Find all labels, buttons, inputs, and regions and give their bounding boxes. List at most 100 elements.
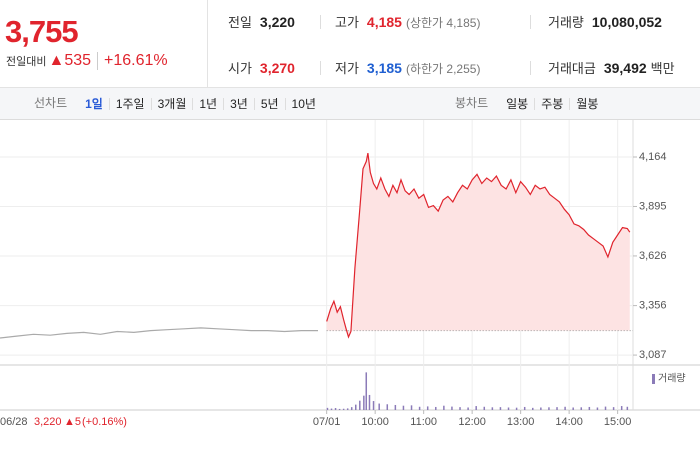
volume-bar xyxy=(372,401,375,410)
price-line xyxy=(0,327,318,339)
stat: 거래량 10,080,052 xyxy=(548,12,662,32)
volume-bar xyxy=(443,405,445,410)
stat: 시가 3,270 xyxy=(228,58,295,78)
x-tick-label: 12:00 xyxy=(458,416,486,428)
volume-bar xyxy=(365,372,368,410)
chart: 4,164 3,895 3,626 3,356 3,087 07/01 10:00 11:00… xyxy=(0,120,700,428)
volume-bar xyxy=(548,407,550,410)
stat-label: 시가 xyxy=(228,61,252,76)
volume-bar xyxy=(418,406,421,410)
price-box: 3,755 전일대비 ▲535 +16.61% xyxy=(0,0,208,88)
tab[interactable]: 월봉 xyxy=(569,97,604,110)
volume-bar xyxy=(540,407,542,410)
change-value: ▲535 xyxy=(48,52,92,69)
divider xyxy=(530,15,531,29)
prior-day-close: 3,220 xyxy=(34,416,62,428)
volume-bar xyxy=(402,405,405,410)
stat-label: 거래대금 xyxy=(548,61,596,76)
prior-day-date: 06/28 xyxy=(0,416,28,428)
tab[interactable]: 3개월 xyxy=(150,97,193,110)
legend-swatch xyxy=(652,374,655,384)
tab[interactable]: 주봉 xyxy=(534,97,569,110)
legend-label: 거래량 xyxy=(658,373,686,385)
volume-bar xyxy=(346,408,349,410)
y-tick-label: 3,895 xyxy=(639,200,667,212)
tab[interactable]: 5년 xyxy=(253,97,285,110)
stat: 고가 4,185 (상한가 4,185) xyxy=(335,12,480,32)
stat-value: 4,185 xyxy=(366,14,402,30)
volume-bar xyxy=(326,407,329,410)
volume-bar xyxy=(467,407,469,410)
change-rate: +16.61% xyxy=(97,52,168,70)
prior-day-change: ▲5 xyxy=(64,416,81,428)
volume-bar xyxy=(350,407,353,410)
line-tabs: 선차트 1일 1주일 3개월 1년 3년 5년 10년 xyxy=(34,88,322,119)
tab-bar: 선차트 1일 1주일 3개월 1년 3년 5년 10년 봉차트 일봉 주봉 월봉 xyxy=(0,88,700,120)
volume-bar xyxy=(386,404,389,410)
volume-bar xyxy=(556,407,558,410)
volume-bar xyxy=(338,408,341,410)
tab[interactable]: 3년 xyxy=(223,97,254,110)
quote-header: 3,755 전일대비 ▲535 +16.61% 전일 3,220 고가 4,185 (상… xyxy=(0,0,700,88)
volume-bar xyxy=(626,406,629,410)
tab[interactable]: 1일 xyxy=(85,96,103,111)
volume-bar xyxy=(620,406,623,410)
volume-bar xyxy=(394,404,397,410)
stat-note: (상한가 4,185) xyxy=(405,16,481,30)
tab-group-label: 봉차트 xyxy=(455,96,489,110)
stat-unit: 백만 xyxy=(650,61,675,76)
volume-bar xyxy=(572,407,574,410)
stat-value: 3,185 xyxy=(366,60,402,76)
y-tick-label: 4,164 xyxy=(639,151,667,163)
divider xyxy=(320,61,321,75)
volume-bar xyxy=(435,406,437,410)
volume-bar xyxy=(378,403,380,410)
volume-bar xyxy=(426,406,429,410)
stat-note: (하한가 2,255) xyxy=(405,62,481,76)
stat-value: 39,492 xyxy=(603,60,647,76)
volume-bar xyxy=(515,407,518,410)
volume-bar xyxy=(475,406,477,410)
tab[interactable]: 10년 xyxy=(284,97,322,110)
tab[interactable]: 1주일 xyxy=(108,97,151,110)
tab-group-label: 선차트 xyxy=(34,96,68,110)
volume-bar xyxy=(564,406,566,410)
tab[interactable]: 1년 xyxy=(192,97,223,110)
volume-bar xyxy=(368,394,371,410)
stat-label: 거래량 xyxy=(548,15,584,30)
volume-bar xyxy=(410,405,413,410)
x-tick-label: 15:00 xyxy=(604,416,632,428)
volume-bar xyxy=(330,408,333,410)
volume-bar xyxy=(596,407,599,410)
stat: 전일 3,220 xyxy=(228,12,295,32)
volume-bar xyxy=(491,407,494,410)
change-row: 전일대비 ▲535 +16.61% xyxy=(6,52,168,70)
volume-bar xyxy=(580,407,583,410)
y-tick-label: 3,356 xyxy=(639,300,667,312)
x-tick-label: 10:00 xyxy=(361,416,389,428)
tab[interactable]: 일봉 xyxy=(506,96,529,111)
volume-bar xyxy=(363,395,365,410)
volume-bar xyxy=(588,406,591,410)
price-line xyxy=(326,152,631,339)
volume-bar xyxy=(451,406,453,410)
x-tick-label: 11:00 xyxy=(410,416,437,428)
stat: 거래대금 39,492 백만 xyxy=(548,58,675,78)
stat-value: 3,270 xyxy=(259,60,295,76)
stat: 저가 3,185 (하한가 2,255) xyxy=(335,58,480,78)
area xyxy=(326,153,630,337)
volume-bar xyxy=(532,407,534,410)
x-tick-label: 14:00 xyxy=(555,416,583,428)
volume-bar xyxy=(483,406,486,410)
candle-tabs: 봉차트 일봉 주봉 월봉 xyxy=(455,88,604,119)
y-tick-label: 3,626 xyxy=(639,250,667,262)
divider xyxy=(530,61,531,75)
volume-bar xyxy=(612,407,615,410)
volume-bar xyxy=(355,404,357,410)
volume-bar xyxy=(334,408,337,410)
volume-bar xyxy=(507,407,510,410)
stat-label: 저가 xyxy=(335,61,359,76)
volume-bar xyxy=(604,406,607,410)
volume-bar xyxy=(523,406,526,410)
